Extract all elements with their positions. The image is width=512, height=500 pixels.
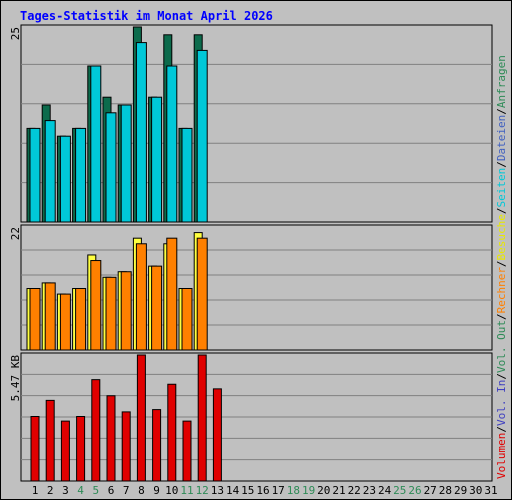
- bar-rechner: [120, 271, 132, 351]
- legend-item: /: [495, 108, 508, 115]
- bar-dateien: [196, 49, 208, 223]
- x-tick-label: 28: [439, 484, 452, 497]
- panel-middle: 22: [9, 224, 493, 351]
- legend-item: /: [495, 161, 508, 168]
- x-tick-label: 5: [92, 484, 99, 497]
- legend-item: Vol. In: [495, 380, 508, 426]
- x-tick-label: 8: [138, 484, 145, 497]
- x-tick-label: 2: [47, 484, 54, 497]
- x-tick-label: 11: [180, 484, 193, 497]
- bar-dateien: [29, 127, 41, 223]
- legend-item: Seiten: [495, 168, 508, 208]
- x-tick-label: 31: [484, 484, 497, 497]
- bar-rechner: [29, 288, 41, 351]
- x-tick-label: 27: [424, 484, 437, 497]
- y-max-label: 25: [9, 27, 22, 40]
- legend: Volumen/Vol. In/Vol. Out/Rechner/Besuche…: [495, 55, 508, 479]
- panel-bottom: 5.47 KB: [9, 352, 493, 482]
- bar-volumen: [182, 420, 192, 482]
- x-tick-label: 14: [226, 484, 240, 497]
- legend-item: /: [495, 260, 508, 267]
- bar-volumen: [121, 411, 131, 482]
- bar-rechner: [166, 237, 178, 351]
- bar-rechner: [44, 282, 56, 351]
- bar-volumen: [91, 379, 101, 482]
- x-tick-label: 17: [272, 484, 285, 497]
- bar-volumen: [45, 399, 55, 482]
- legend-item: Besuche: [495, 214, 508, 260]
- bar-rechner: [90, 260, 102, 351]
- x-tick-label: 18: [287, 484, 300, 497]
- legend-item: Vol. Out: [495, 320, 508, 373]
- bar-volumen: [30, 416, 40, 482]
- bar-dateien: [166, 65, 178, 223]
- legend-item: Volumen: [495, 433, 508, 479]
- bar-dateien: [44, 120, 56, 223]
- legend-item: /: [495, 373, 508, 380]
- legend-item: Rechner: [495, 267, 508, 314]
- x-tick-label: 22: [348, 484, 361, 497]
- x-tick-label: 12: [196, 484, 209, 497]
- x-tick-label: 1: [32, 484, 39, 497]
- x-tick-label: 19: [302, 484, 315, 497]
- legend-item: /: [495, 313, 508, 320]
- x-tick-label: 6: [108, 484, 115, 497]
- legend-item: Anfragen: [495, 55, 508, 108]
- bar-dateien: [120, 104, 132, 223]
- bar-rechner: [151, 265, 163, 351]
- bar-volumen: [60, 420, 70, 482]
- bar-dateien: [135, 42, 147, 223]
- bar-volumen: [136, 354, 146, 482]
- bar-volumen: [152, 409, 162, 482]
- legend-item: /: [495, 207, 508, 214]
- chart-panels: 25 22 5.47 KB: [9, 24, 493, 482]
- legend-item: /: [495, 426, 508, 433]
- x-tick-label: 24: [378, 484, 392, 497]
- bar-dateien: [75, 127, 87, 223]
- bar-dateien: [105, 112, 117, 223]
- bar-volumen: [212, 388, 222, 482]
- x-tick-label: 23: [363, 484, 376, 497]
- bar-rechner: [135, 243, 147, 351]
- panel-top: 25: [9, 24, 493, 223]
- x-axis-day-labels: 1 2 3 4 5 6 7 8 9 10 11 12 13 14 15 16 17 18 19 20 21 22 23 24 2…: [32, 484, 498, 497]
- y-max-label: 22: [9, 227, 22, 240]
- x-tick-label: 9: [153, 484, 160, 497]
- x-tick-label: 20: [317, 484, 330, 497]
- legend-item: Dateien: [495, 115, 508, 161]
- legend-text: Volumen/Vol. In/Vol. Out/Rechner/Besuche…: [495, 55, 508, 479]
- x-tick-label: 10: [165, 484, 178, 497]
- x-tick-label: 29: [454, 484, 467, 497]
- bar-rechner: [59, 293, 71, 351]
- bar-dateien: [59, 135, 71, 223]
- bar-volumen: [167, 383, 177, 482]
- x-tick-label: 26: [408, 484, 421, 497]
- x-tick-label: 16: [256, 484, 269, 497]
- x-tick-label: 30: [469, 484, 482, 497]
- x-tick-label: 15: [241, 484, 254, 497]
- bar-rechner: [75, 288, 87, 351]
- bar-rechner: [105, 276, 117, 351]
- bar-volumen: [106, 395, 116, 482]
- x-tick-label: 21: [332, 484, 345, 497]
- x-tick-label: 25: [393, 484, 406, 497]
- bar-dateien: [151, 96, 163, 223]
- bar-volumen: [197, 354, 207, 482]
- bar-dateien: [90, 65, 102, 223]
- x-tick-label: 7: [123, 484, 130, 497]
- x-tick-label: 3: [62, 484, 69, 497]
- bar-volumen: [76, 416, 86, 482]
- x-tick-label: 4: [77, 484, 84, 497]
- bar-rechner: [181, 288, 193, 351]
- bar-rechner: [196, 237, 208, 351]
- chart-title: Tages-Statistik im Monat April 2026: [20, 9, 273, 23]
- y-max-label: 5.47 KB: [9, 355, 22, 402]
- bar-dateien: [181, 127, 193, 223]
- x-tick-label: 13: [211, 484, 224, 497]
